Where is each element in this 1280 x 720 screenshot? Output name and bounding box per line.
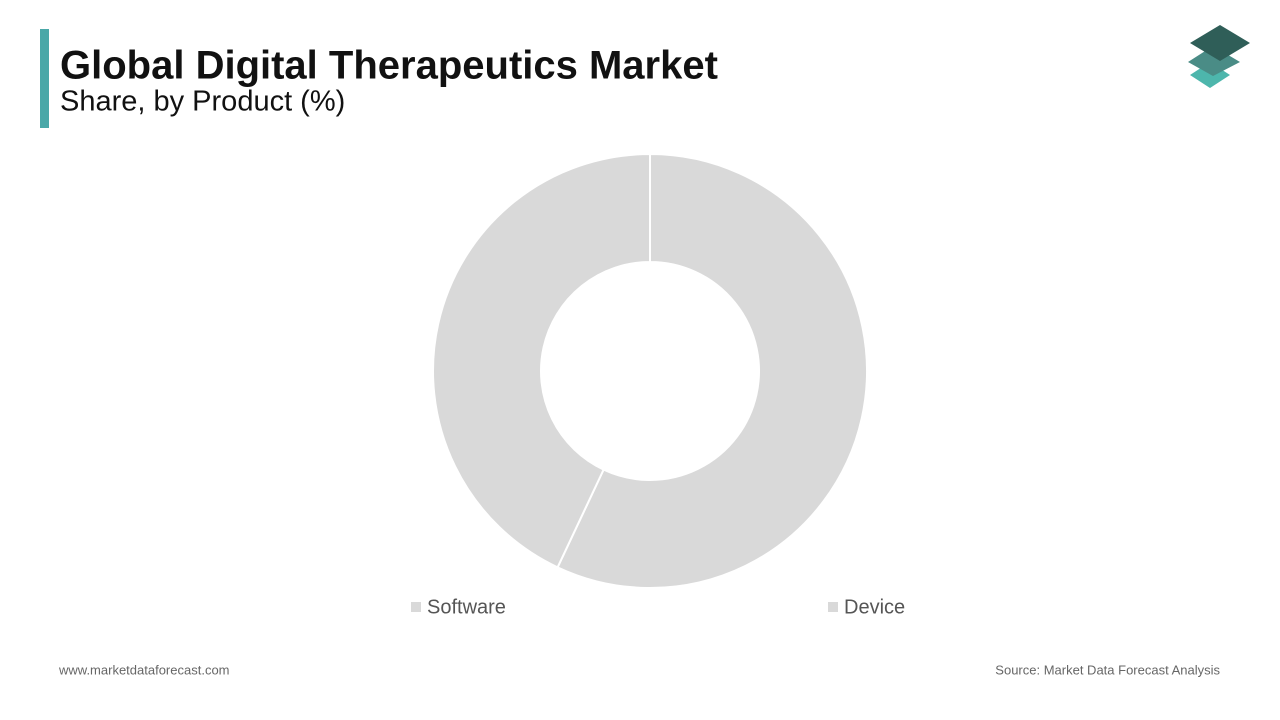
logo (1188, 25, 1250, 88)
chart-subtitle: Share, by Product (%) (60, 86, 345, 118)
legend-label: Software (427, 596, 506, 618)
website: www.marketdataforecast.com (58, 662, 230, 677)
legend-swatch (828, 602, 838, 612)
legend-label: Device (844, 596, 905, 618)
title-accent (40, 29, 49, 128)
source: Source: Market Data Forecast Analysis (995, 662, 1220, 677)
donut-slice (556, 152, 868, 589)
chart-title: Global Digital Therapeutics Market (60, 44, 718, 88)
legend-swatch (411, 602, 421, 612)
donut-slice (432, 152, 651, 569)
